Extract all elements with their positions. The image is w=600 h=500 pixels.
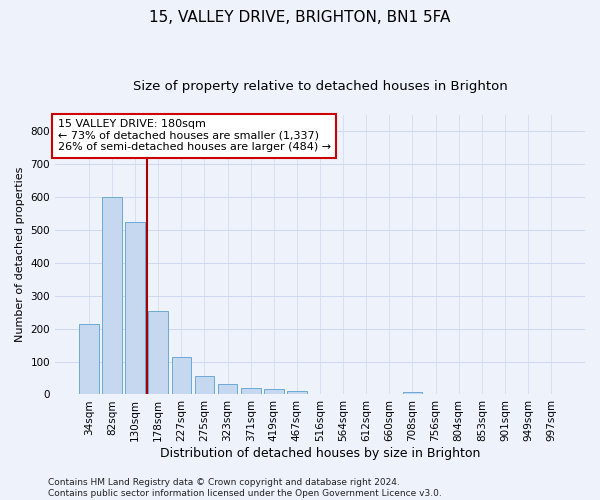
Text: 15, VALLEY DRIVE, BRIGHTON, BN1 5FA: 15, VALLEY DRIVE, BRIGHTON, BN1 5FA (149, 10, 451, 25)
Text: 15 VALLEY DRIVE: 180sqm
← 73% of detached houses are smaller (1,337)
26% of semi: 15 VALLEY DRIVE: 180sqm ← 73% of detache… (58, 119, 331, 152)
Bar (194, 376, 214, 394)
Bar (79, 324, 99, 394)
Bar (125, 222, 145, 394)
Bar (241, 388, 260, 394)
Bar (287, 390, 307, 394)
Bar (102, 197, 122, 394)
Text: Contains HM Land Registry data © Crown copyright and database right 2024.
Contai: Contains HM Land Registry data © Crown c… (48, 478, 442, 498)
Bar (218, 384, 238, 394)
Bar (172, 356, 191, 395)
Y-axis label: Number of detached properties: Number of detached properties (15, 167, 25, 342)
X-axis label: Distribution of detached houses by size in Brighton: Distribution of detached houses by size … (160, 447, 480, 460)
Bar (403, 392, 422, 394)
Bar (264, 389, 284, 394)
Bar (148, 310, 168, 394)
Title: Size of property relative to detached houses in Brighton: Size of property relative to detached ho… (133, 80, 508, 93)
